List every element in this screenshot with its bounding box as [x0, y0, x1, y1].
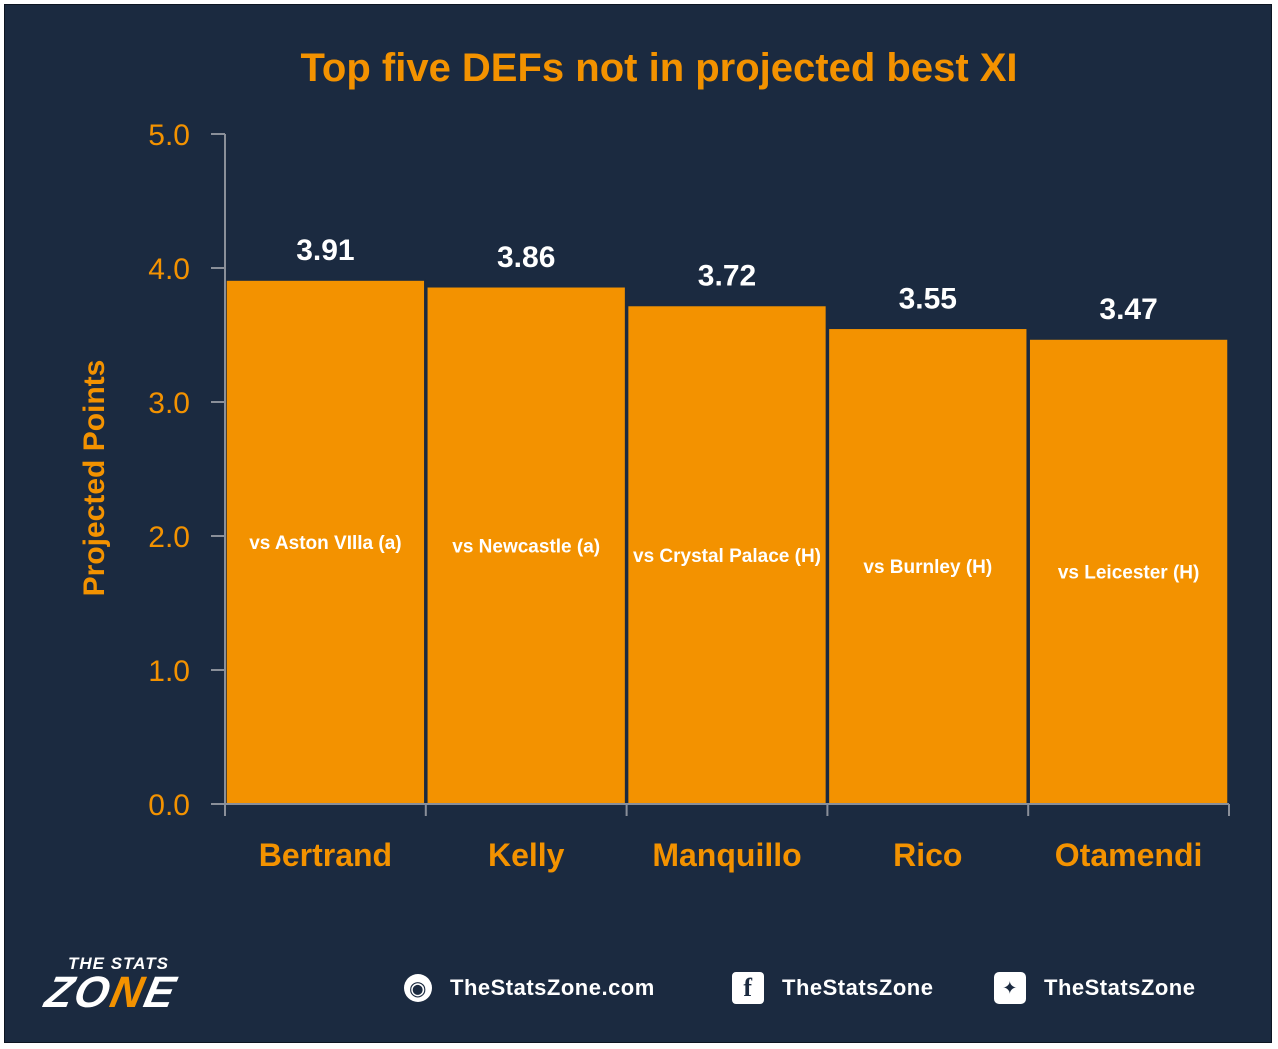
fixture-label: vs Aston VIlla (a)	[249, 533, 401, 554]
twitter-icon: ✦	[994, 972, 1026, 1004]
website-link[interactable]: ◉ TheStatsZone.com	[404, 970, 655, 1006]
fixture-label: vs Burnley (H)	[863, 557, 992, 578]
bar-kelly	[426, 286, 627, 805]
bar-manquillo	[626, 304, 828, 805]
fixture-label: vs Leicester (H)	[1058, 563, 1200, 584]
fixture-label: vs Crystal Palace (H)	[633, 546, 821, 567]
x-category-label: Manquillo	[652, 837, 801, 873]
logo-text-top: THE STATS	[68, 954, 169, 973]
facebook-text: TheStatsZone	[782, 975, 934, 1000]
y-tick-label: 2.0	[148, 521, 190, 554]
fixture-label: vs Newcastle (a)	[452, 536, 600, 557]
globe-icon: ◉	[404, 974, 432, 1002]
twitter-link[interactable]: ✦ TheStatsZone	[994, 970, 1195, 1006]
facebook-link[interactable]: f TheStatsZone	[732, 970, 933, 1006]
value-label: 3.86	[497, 241, 555, 274]
y-tick-label: 1.0	[148, 655, 190, 688]
bar-bertrand	[225, 279, 426, 805]
value-label: 3.55	[899, 282, 957, 315]
facebook-icon: f	[732, 972, 764, 1004]
y-tick-label: 0.0	[148, 789, 190, 822]
x-category-label: Otamendi	[1055, 837, 1203, 873]
y-axis-label: Projected Points	[78, 360, 111, 597]
y-tick-label: 4.0	[148, 253, 190, 286]
stats-zone-logo: THE STATS ZONE	[41, 952, 276, 1022]
chart-title: Top five DEFs not in projected best XI	[300, 46, 1018, 90]
value-label: 3.47	[1099, 293, 1157, 326]
logo-text-main: ZONE	[40, 968, 182, 1017]
x-category-label: Kelly	[488, 837, 565, 873]
y-tick-label: 5.0	[148, 119, 190, 152]
twitter-text: TheStatsZone	[1044, 975, 1196, 1000]
x-category-label: Bertrand	[259, 837, 392, 873]
bar-otamendi	[1028, 338, 1229, 805]
website-text: TheStatsZone.com	[450, 975, 655, 1000]
y-tick-label: 3.0	[148, 387, 190, 420]
value-label: 3.91	[296, 234, 354, 267]
value-label: 3.72	[698, 260, 756, 293]
x-category-label: Rico	[893, 837, 962, 873]
